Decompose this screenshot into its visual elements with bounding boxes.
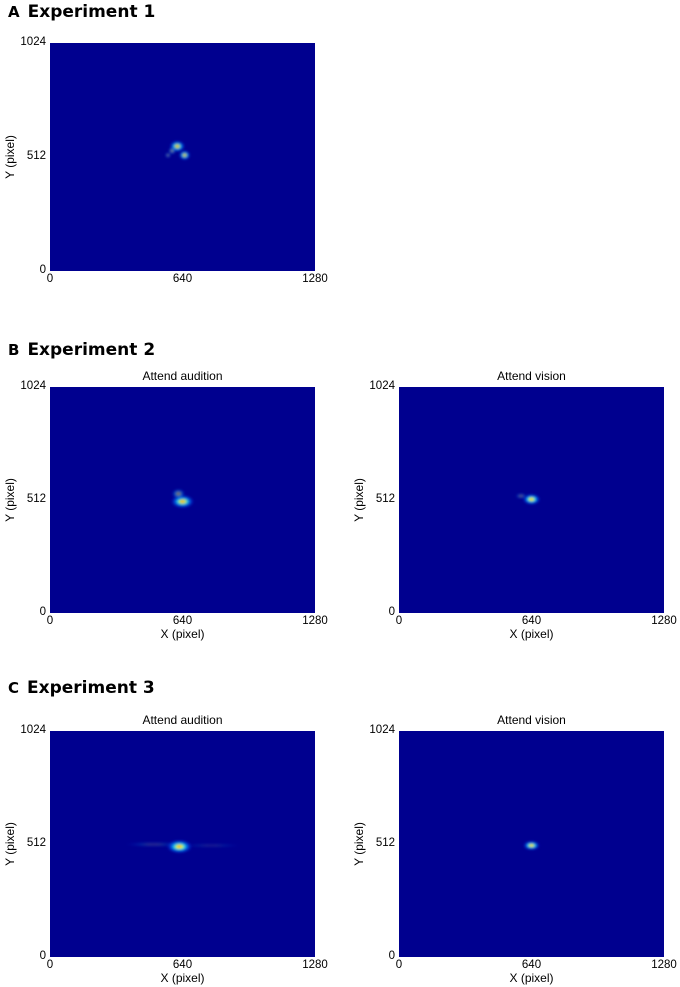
x-tick-label: 1280 bbox=[302, 615, 328, 627]
x-tick-label: 0 bbox=[46, 959, 54, 971]
heatmap-hotspot bbox=[178, 149, 191, 161]
y-tick-label: 0 bbox=[39, 606, 46, 618]
x-tick-label: 1280 bbox=[651, 615, 677, 627]
y-axis-label: Y (pixel) bbox=[3, 135, 17, 179]
y-tick-label: 1024 bbox=[20, 724, 46, 736]
heatmap-svg bbox=[164, 140, 191, 161]
panel-heading-b: B Experiment 2 bbox=[8, 340, 155, 360]
heatmap-hotspot bbox=[514, 492, 528, 500]
x-tick-label: 0 bbox=[46, 273, 54, 285]
heatmap-svg bbox=[522, 840, 541, 851]
x-axis-label: X (pixel) bbox=[160, 627, 205, 641]
y-tick-label: 1024 bbox=[20, 36, 46, 48]
x-tick-label: 640 bbox=[521, 615, 542, 627]
heatmap-plot-area bbox=[50, 387, 315, 613]
x-tick-label: 640 bbox=[172, 959, 193, 971]
x-tick-label: 1280 bbox=[302, 273, 328, 285]
y-axis-label: Y (pixel) bbox=[352, 822, 366, 866]
x-tick-label: 640 bbox=[172, 615, 193, 627]
heatmap-plot-area bbox=[50, 43, 315, 271]
y-axis-label: Y (pixel) bbox=[3, 478, 17, 522]
y-tick-label: 512 bbox=[375, 837, 395, 849]
heatmap-hotspot bbox=[178, 843, 245, 848]
x-axis-label: X (pixel) bbox=[160, 971, 205, 985]
plot-title: Attend vision bbox=[497, 713, 566, 727]
heatmap-plot-area bbox=[399, 731, 664, 957]
plot-title: Attend vision bbox=[497, 369, 566, 383]
heatmap-plot-area bbox=[399, 387, 664, 613]
heatmap-hotspot bbox=[171, 488, 186, 500]
y-tick-label: 512 bbox=[26, 493, 46, 505]
panel-title: Experiment 3 bbox=[27, 678, 155, 698]
y-tick-label: 512 bbox=[26, 837, 46, 849]
heatmap-svg bbox=[122, 839, 245, 854]
y-tick-label: 512 bbox=[26, 150, 46, 162]
y-tick-label: 0 bbox=[39, 264, 46, 276]
y-tick-label: 1024 bbox=[369, 380, 395, 392]
heatmap-hotspot bbox=[164, 152, 172, 159]
y-tick-label: 1024 bbox=[20, 380, 46, 392]
panel-title: Experiment 1 bbox=[27, 2, 156, 22]
y-tick-label: 1024 bbox=[369, 724, 395, 736]
x-axis-label: X (pixel) bbox=[509, 627, 554, 641]
x-tick-label: 0 bbox=[395, 959, 403, 971]
heatmap-svg bbox=[514, 492, 541, 505]
y-tick-label: 512 bbox=[375, 493, 395, 505]
panel-letter: C bbox=[8, 679, 20, 697]
x-tick-label: 1280 bbox=[651, 959, 677, 971]
y-tick-label: 0 bbox=[39, 950, 46, 962]
panel-letter: B bbox=[8, 341, 20, 359]
x-tick-label: 1280 bbox=[302, 959, 328, 971]
y-axis-label: Y (pixel) bbox=[3, 822, 17, 866]
plot-title: Attend audition bbox=[142, 369, 223, 383]
heatmap-hotspot bbox=[122, 841, 185, 847]
y-tick-label: 0 bbox=[388, 606, 395, 618]
x-tick-label: 0 bbox=[395, 615, 403, 627]
panel-heading-a: A Experiment 1 bbox=[8, 2, 155, 22]
heatmap-plot-area bbox=[50, 731, 315, 957]
heatmap-hotspot bbox=[522, 840, 541, 851]
heatmap-svg bbox=[170, 488, 195, 509]
panel-heading-c: C Experiment 3 bbox=[8, 678, 155, 698]
x-axis-label: X (pixel) bbox=[509, 971, 554, 985]
x-tick-label: 0 bbox=[46, 615, 54, 627]
y-axis-label: Y (pixel) bbox=[352, 478, 366, 522]
x-tick-label: 640 bbox=[521, 959, 542, 971]
panel-letter: A bbox=[8, 3, 20, 21]
plot-title: Attend audition bbox=[142, 713, 223, 727]
panel-title: Experiment 2 bbox=[27, 340, 156, 360]
x-tick-label: 640 bbox=[172, 273, 193, 285]
y-tick-label: 0 bbox=[388, 950, 395, 962]
